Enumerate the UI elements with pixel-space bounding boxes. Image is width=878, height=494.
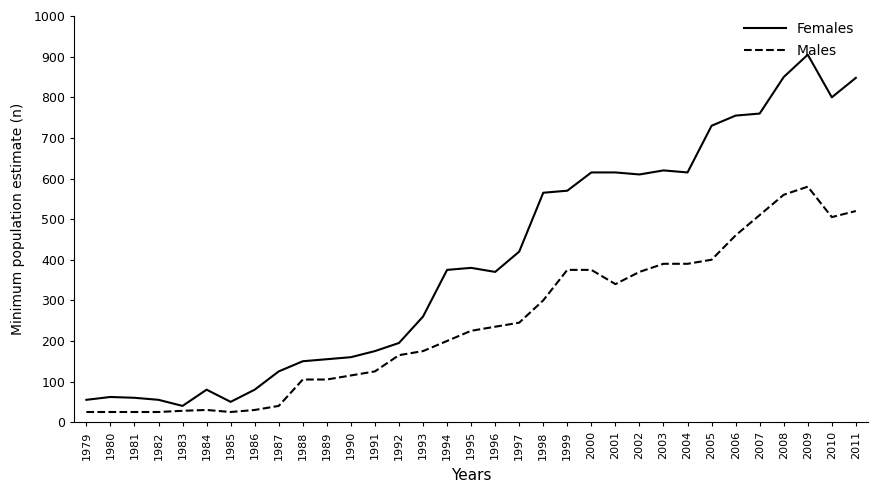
Females [273,369,284,374]
Males [81,409,91,415]
Males [370,369,380,374]
Males [393,352,404,358]
Males [225,409,235,415]
Males [105,409,116,415]
Males [514,320,524,326]
Males [681,261,692,267]
Females [249,387,260,393]
Females [321,356,332,362]
Females [489,269,500,275]
Males [753,212,764,218]
Males [658,261,668,267]
Females [706,123,716,129]
Females [81,397,91,403]
Females [129,395,140,401]
Females [105,394,116,400]
Females [753,111,764,117]
Females [177,403,188,409]
Females [153,397,163,403]
Females [825,94,836,100]
Females [609,169,620,175]
Males [489,324,500,329]
Males [609,281,620,287]
Males [273,403,284,409]
Males [802,184,812,190]
Males [561,267,572,273]
Females [370,348,380,354]
Females [345,354,356,360]
Females [514,248,524,254]
Males [249,407,260,413]
Males [778,192,788,198]
Males [706,257,716,263]
Females [442,267,452,273]
Males [177,408,188,414]
Females [465,265,476,271]
Males [201,407,212,413]
Males [417,348,428,354]
Males [297,376,307,382]
Females [633,171,644,177]
Males [442,338,452,344]
Males [850,208,860,214]
Males [730,232,740,238]
Females [778,74,788,80]
Males [537,297,548,303]
X-axis label: Years: Years [450,468,491,483]
Males [633,269,644,275]
Females [681,169,692,175]
Y-axis label: Minimum population estimate (n): Minimum population estimate (n) [11,103,25,335]
Females [393,340,404,346]
Females [658,167,668,173]
Females [417,314,428,320]
Females [802,52,812,58]
Females [537,190,548,196]
Males [825,214,836,220]
Females [730,113,740,119]
Males [153,409,163,415]
Line: Females: Females [86,55,855,406]
Females [225,399,235,405]
Females [850,75,860,81]
Line: Males: Males [86,187,855,412]
Males [345,372,356,378]
Males [465,328,476,334]
Males [321,376,332,382]
Males [129,409,140,415]
Females [201,387,212,393]
Legend: Females, Males: Females, Males [736,15,860,65]
Females [586,169,596,175]
Males [586,267,596,273]
Females [561,188,572,194]
Females [297,358,307,364]
